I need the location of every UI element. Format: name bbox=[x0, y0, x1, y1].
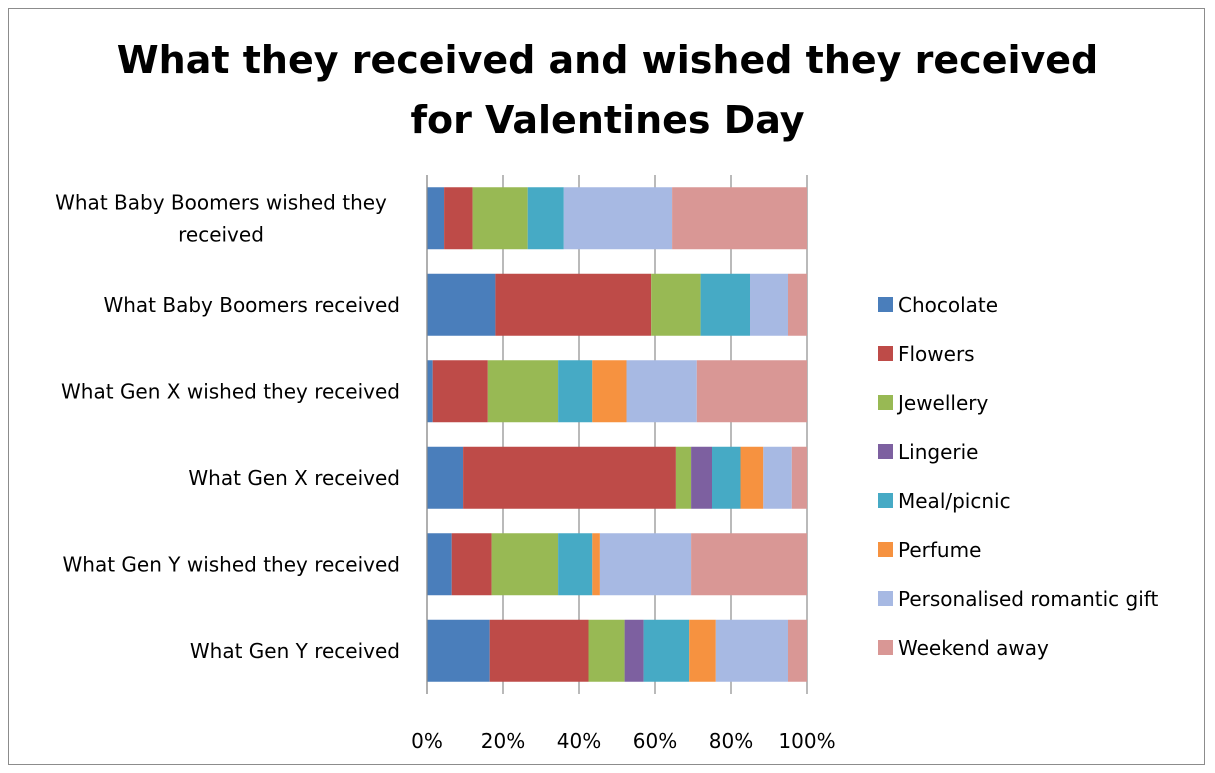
category-label: What Gen Y received bbox=[190, 639, 400, 663]
legend-swatch bbox=[878, 297, 893, 312]
bar-segment bbox=[427, 360, 433, 423]
bar-segment bbox=[563, 187, 673, 250]
legend-label: Jewellery bbox=[898, 390, 989, 415]
legend-item: Lingerie bbox=[878, 427, 1158, 476]
x-tick-label: 100% bbox=[778, 729, 835, 753]
bar-segment bbox=[788, 619, 807, 682]
legend-swatch bbox=[878, 591, 893, 606]
legend-item: Jewellery bbox=[878, 378, 1158, 427]
chart-title: What they received and wished they recei… bbox=[0, 30, 1215, 150]
legend-label: Meal/picnic bbox=[898, 488, 1011, 513]
bar-segment bbox=[489, 619, 589, 682]
legend-label: Personalised romantic gift bbox=[898, 586, 1159, 611]
bar-segment bbox=[491, 533, 559, 596]
category-label: received bbox=[178, 222, 264, 246]
x-tick-label: 40% bbox=[557, 729, 601, 753]
legend-swatch bbox=[878, 542, 893, 557]
bar-segment bbox=[750, 273, 788, 336]
legend-label: Weekend away bbox=[898, 635, 1049, 660]
legend-item: Meal/picnic bbox=[878, 476, 1158, 525]
bar-segment bbox=[427, 446, 464, 509]
chart-title-line-2: for Valentines Day bbox=[410, 98, 805, 142]
bar-segment bbox=[696, 360, 807, 423]
category-label: What Gen X received bbox=[188, 466, 400, 490]
bar-segment bbox=[472, 187, 528, 250]
bar-segment bbox=[675, 446, 692, 509]
legend-swatch bbox=[878, 493, 893, 508]
legend-item: Flowers bbox=[878, 329, 1158, 378]
bar-segment bbox=[427, 619, 490, 682]
bar-segment bbox=[592, 360, 627, 423]
bar-segment bbox=[527, 187, 564, 250]
bar-segment bbox=[624, 619, 644, 682]
bar-segment bbox=[487, 360, 559, 423]
bar-segment bbox=[691, 533, 807, 596]
x-tick-label: 20% bbox=[481, 729, 525, 753]
bar-segment bbox=[689, 619, 716, 682]
bar-segment bbox=[495, 273, 652, 336]
bar-segment bbox=[672, 187, 807, 250]
category-label: What Baby Boomers received bbox=[103, 293, 400, 317]
bar-segment bbox=[691, 446, 712, 509]
legend-label: Chocolate bbox=[898, 292, 999, 317]
legend-item: Weekend away bbox=[878, 623, 1158, 672]
bar-segment bbox=[592, 533, 600, 596]
bar-segment bbox=[763, 446, 792, 509]
x-tick-label: 60% bbox=[633, 729, 677, 753]
legend-label: Perfume bbox=[898, 537, 982, 562]
legend-label: Lingerie bbox=[898, 439, 979, 464]
legend-item: Perfume bbox=[878, 525, 1158, 574]
chart-title-line-1: What they received and wished they recei… bbox=[116, 38, 1099, 82]
bar-segment bbox=[788, 273, 807, 336]
bar-segment bbox=[427, 533, 452, 596]
legend-item: Chocolate bbox=[878, 280, 1158, 329]
category-label: What Gen Y wished they received bbox=[63, 552, 400, 576]
x-tick-label: 0% bbox=[411, 729, 443, 753]
bar-segment bbox=[740, 446, 764, 509]
bar-segment bbox=[626, 360, 697, 423]
category-label: What Baby Boomers wished they bbox=[55, 190, 387, 214]
legend-swatch bbox=[878, 444, 893, 459]
bar-segment bbox=[715, 619, 788, 682]
bar-segment bbox=[463, 446, 676, 509]
bar-segment bbox=[712, 446, 741, 509]
legend-swatch bbox=[878, 346, 893, 361]
bar-segment bbox=[599, 533, 692, 596]
bar-segment bbox=[791, 446, 807, 509]
legend-label: Flowers bbox=[898, 341, 975, 366]
category-label: What Gen X wished they received bbox=[61, 379, 400, 403]
bar-segment bbox=[451, 533, 492, 596]
bar-segment bbox=[651, 273, 701, 336]
bar-segment bbox=[432, 360, 488, 423]
bar-segment bbox=[700, 273, 750, 336]
legend-item: Personalised romantic gift bbox=[878, 574, 1158, 623]
legend-swatch bbox=[878, 640, 893, 655]
bar-segment bbox=[427, 273, 496, 336]
bar-segment bbox=[643, 619, 690, 682]
legend-swatch bbox=[878, 395, 893, 410]
bar-segment bbox=[558, 360, 593, 423]
bar-segment bbox=[427, 187, 445, 250]
bar-segment bbox=[558, 533, 593, 596]
bar-segment bbox=[444, 187, 473, 250]
bar-segment bbox=[588, 619, 625, 682]
chart-legend: Chocolate Flowers Jewellery Lingerie Meal/pi… bbox=[878, 280, 1158, 672]
x-tick-label: 80% bbox=[709, 729, 753, 753]
